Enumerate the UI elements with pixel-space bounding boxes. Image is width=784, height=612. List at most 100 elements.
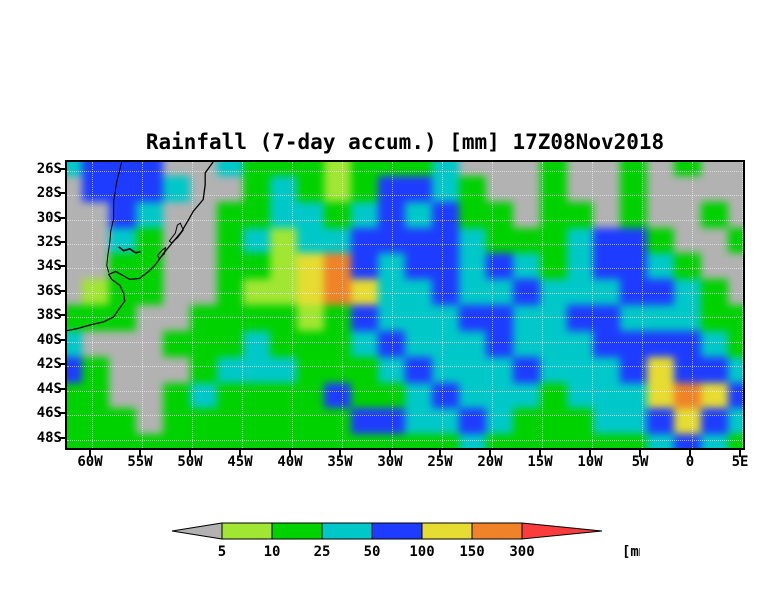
heatmap-cell xyxy=(81,434,109,448)
heatmap-cell xyxy=(674,279,702,305)
heatmap-cell xyxy=(351,408,379,435)
heatmap-cell xyxy=(162,175,190,202)
colorbar-tick-label: 150 xyxy=(459,544,484,560)
lon-tick-mark xyxy=(239,450,241,457)
lat-tick-mark xyxy=(58,412,65,415)
heatmap-cell xyxy=(378,434,405,448)
heatmap-cell xyxy=(404,175,432,202)
lon-tick-label: 30W xyxy=(377,454,403,470)
heatmap-cell xyxy=(216,408,244,435)
heatmap-cell xyxy=(566,253,594,280)
heatmap-cell xyxy=(162,253,190,280)
heatmap-cell xyxy=(351,434,379,448)
heatmap-cell xyxy=(647,330,675,357)
heatmap-cell xyxy=(647,175,675,202)
heatmap-cell xyxy=(539,279,567,305)
heatmap-cell xyxy=(458,279,486,305)
heatmap-cell xyxy=(701,330,729,357)
lon-tick-label: 15W xyxy=(527,454,553,470)
heatmap-cell xyxy=(351,356,379,383)
heatmap-cell xyxy=(485,330,513,357)
heatmap-cell xyxy=(324,162,352,176)
lat-tick-mark xyxy=(58,167,65,170)
heatmap-cell xyxy=(81,382,109,409)
heatmap-cell xyxy=(216,356,244,383)
lon-tick-mark xyxy=(339,450,341,457)
heatmap-cell xyxy=(674,356,702,383)
heatmap-cell xyxy=(620,434,648,448)
heatmap-cell xyxy=(189,382,217,409)
heatmap-cell xyxy=(431,279,459,305)
heatmap-cell xyxy=(135,175,163,202)
heatmap-cell xyxy=(81,356,109,383)
heatmap-cell xyxy=(485,408,513,435)
heatmap-cell xyxy=(728,382,743,409)
heatmap-cell xyxy=(135,382,163,409)
lat-tick-label: 46S xyxy=(36,405,62,422)
heatmap-cell xyxy=(243,227,271,254)
heatmap-cell xyxy=(701,408,729,435)
heatmap-cell xyxy=(512,434,540,448)
heatmap-cell xyxy=(243,408,271,435)
heatmap-cell xyxy=(108,382,136,409)
coastline-overlay xyxy=(67,162,214,332)
lat-tick-label: 48S xyxy=(36,429,62,446)
lat-tick-mark xyxy=(58,241,65,243)
heatmap-cell xyxy=(485,253,513,280)
heatmap-cell xyxy=(243,162,271,176)
heatmap-cell xyxy=(378,382,405,409)
heatmap-cell xyxy=(458,434,486,448)
heatmap-cell xyxy=(647,227,675,254)
heatmap-cell xyxy=(404,162,432,176)
heatmap-cell xyxy=(324,279,352,305)
heatmap-cell xyxy=(404,201,432,228)
heatmap-cell xyxy=(458,408,486,435)
heatmap-cell xyxy=(135,408,163,435)
heatmap-cell xyxy=(67,408,82,435)
heatmap-cell xyxy=(512,162,540,176)
heatmap-cell xyxy=(485,356,513,383)
heatmap-cell xyxy=(566,434,594,448)
heatmap-cell xyxy=(566,408,594,435)
lon-tick-label: 10W xyxy=(577,454,603,470)
colorbar-tick-label: 10 xyxy=(264,544,281,560)
heatmap-cell xyxy=(297,175,325,202)
lon-tick-mark xyxy=(739,450,741,457)
heatmap-cell xyxy=(404,279,432,305)
heatmap-cell xyxy=(458,330,486,357)
colorbar-segment xyxy=(221,522,273,540)
heatmap-cell xyxy=(701,279,729,305)
lat-tick-label: 32S xyxy=(36,234,62,250)
lat-tick-label: 26S xyxy=(36,160,62,177)
heatmap-cell xyxy=(243,434,271,448)
heatmap-cell xyxy=(324,356,352,383)
heatmap-cell xyxy=(67,227,82,254)
heatmap-cell xyxy=(539,382,567,409)
heatmap-cell xyxy=(647,279,675,305)
heatmap-cell xyxy=(431,253,459,280)
lat-tick-mark xyxy=(58,387,65,390)
heatmap-cell xyxy=(189,227,217,254)
heatmap-cell xyxy=(135,227,163,254)
lat-tick-label: 36S xyxy=(36,282,62,299)
heatmap-cell xyxy=(189,434,217,448)
colorbar-tick-label: 25 xyxy=(314,544,331,560)
heatmap-cell xyxy=(485,175,513,202)
heatmap-cell xyxy=(728,201,743,228)
heatmap-cell xyxy=(674,330,702,357)
heatmap-cell xyxy=(243,201,271,228)
heatmap-cell xyxy=(162,279,190,305)
heatmap-cell xyxy=(351,253,379,280)
heatmap-cell xyxy=(566,330,594,357)
heatmap-cell xyxy=(216,201,244,228)
heatmap-cell xyxy=(378,227,405,254)
heatmap-cell xyxy=(351,279,379,305)
heatmap-cell xyxy=(728,279,743,305)
heatmap-cell xyxy=(216,279,244,305)
heatmap-cell xyxy=(297,434,325,448)
heatmap-cell xyxy=(297,162,325,176)
colorbar-segment xyxy=(471,522,523,540)
heatmap-cell xyxy=(539,356,567,383)
heatmap-cell xyxy=(216,330,244,357)
heatmap-cell xyxy=(512,408,540,435)
